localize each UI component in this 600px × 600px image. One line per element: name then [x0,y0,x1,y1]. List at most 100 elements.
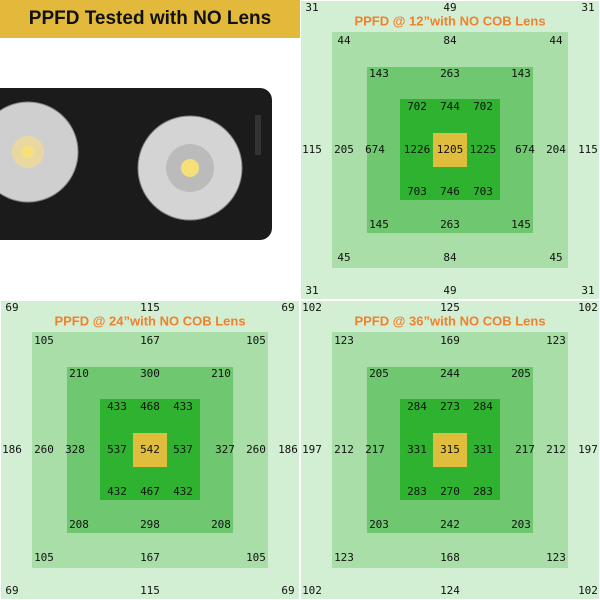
ppfd-value: 433 [107,400,127,413]
ppfd-value: 186 [278,443,298,456]
ppfd-value: 145 [511,218,531,231]
ppfd-value: 468 [140,400,160,413]
ppfd-value: 115 [140,584,160,597]
ppfd-value: 542 [140,443,160,456]
ppfd-value: 283 [407,485,427,498]
ppfd-value: 168 [440,551,460,564]
ppfd-value: 123 [334,334,354,347]
ppfd-value: 69 [5,301,18,314]
ppfd-value: 203 [511,518,531,531]
ppfd-value: 217 [365,443,385,456]
ppfd-value: 702 [473,100,493,113]
ppfd-value: 1225 [470,143,497,156]
ppfd-value: 197 [578,443,598,456]
ppfd-value: 331 [407,443,427,456]
ppfd-value: 123 [546,551,566,564]
ppfd-value: 167 [140,551,160,564]
ppfd-value: 45 [337,251,350,264]
ppfd-value: 31 [581,1,594,14]
light-fixture [0,88,272,240]
center-spot [133,433,167,467]
panel-title: PPFD @ 36”with NO COB Lens [354,313,545,328]
ppfd-value: 204 [546,143,566,156]
ppfd-value: 217 [515,443,535,456]
header-title: PPFD Tested with NO Lens [29,8,271,29]
ppfd-value: 115 [140,301,160,314]
ppfd-value: 703 [473,185,493,198]
ppfd-value: 263 [440,67,460,80]
ppfd-value: 205 [334,143,354,156]
ppfd-value: 315 [440,443,460,456]
ppfd-value: 205 [511,367,531,380]
ppfd-value: 205 [369,367,389,380]
ppfd-value: 115 [302,143,322,156]
ppfd-value: 167 [140,334,160,347]
ppfd-value: 102 [302,301,322,314]
ppfd-value: 124 [440,584,460,597]
ppfd-value: 102 [578,584,598,597]
ppfd-value: 242 [440,518,460,531]
ppfd-value: 674 [365,143,385,156]
ppfd-value: 744 [440,100,460,113]
ppfd-value: 143 [511,67,531,80]
ppfd-value: 45 [549,251,562,264]
ppfd-value: 123 [546,334,566,347]
ppfd-value: 270 [440,485,460,498]
header-bar [0,0,300,38]
ppfd-value: 169 [440,334,460,347]
ppfd-value: 49 [443,284,456,297]
ppfd-value: 298 [140,518,160,531]
ppfd-value: 260 [34,443,54,456]
ppfd-value: 115 [578,143,598,156]
ppfd-value: 31 [305,1,318,14]
ppfd-value: 284 [473,400,493,413]
ppfd-value: 674 [515,143,535,156]
ppfd-value: 186 [2,443,22,456]
ppfd-value: 263 [440,218,460,231]
ppfd-value: 212 [334,443,354,456]
ppfd-value: 69 [281,301,294,314]
ppfd-value: 69 [5,584,18,597]
ppfd-value: 69 [281,584,294,597]
ppfd-value: 31 [581,284,594,297]
ppfd-value: 1205 [437,143,464,156]
ppfd-value: 433 [173,400,193,413]
ppfd-value: 105 [246,551,266,564]
ppfd-value: 44 [549,34,563,47]
ppfd-value: 145 [369,218,389,231]
ppfd-value: 537 [173,443,193,456]
ppfd-value: 1226 [404,143,431,156]
ppfd-value: 702 [407,100,427,113]
ppfd-value: 102 [302,584,322,597]
ppfd-value: 105 [246,334,266,347]
ppfd-value: 260 [246,443,266,456]
ppfd-value: 432 [173,485,193,498]
ppfd-value: 84 [443,251,457,264]
ppfd-value: 703 [407,185,427,198]
ppfd-value: 123 [334,551,354,564]
ppfd-value: 212 [546,443,566,456]
ppfd-value: 49 [443,1,456,14]
ppfd-value: 432 [107,485,127,498]
ppfd-value: 327 [215,443,235,456]
ppfd-value: 746 [440,185,460,198]
ppfd-value: 210 [69,367,89,380]
ppfd-value: 467 [140,485,160,498]
ppfd-value: 537 [107,443,127,456]
ppfd-value: 210 [211,367,231,380]
ppfd-value: 208 [211,518,231,531]
panel-title: PPFD @ 24”with NO COB Lens [54,313,245,328]
center-spot [433,133,467,167]
ppfd-value: 102 [578,301,598,314]
ppfd-value: 105 [34,334,54,347]
ppfd-value: 44 [337,34,351,47]
ppfd-value: 125 [440,301,460,314]
ppfd-value: 273 [440,400,460,413]
ppfd-value: 300 [140,367,160,380]
center-spot [433,433,467,467]
ppfd-value: 31 [305,284,318,297]
ppfd-value: 331 [473,443,493,456]
panel-title: PPFD @ 12”with NO COB Lens [354,13,545,28]
ppfd-value: 208 [69,518,89,531]
